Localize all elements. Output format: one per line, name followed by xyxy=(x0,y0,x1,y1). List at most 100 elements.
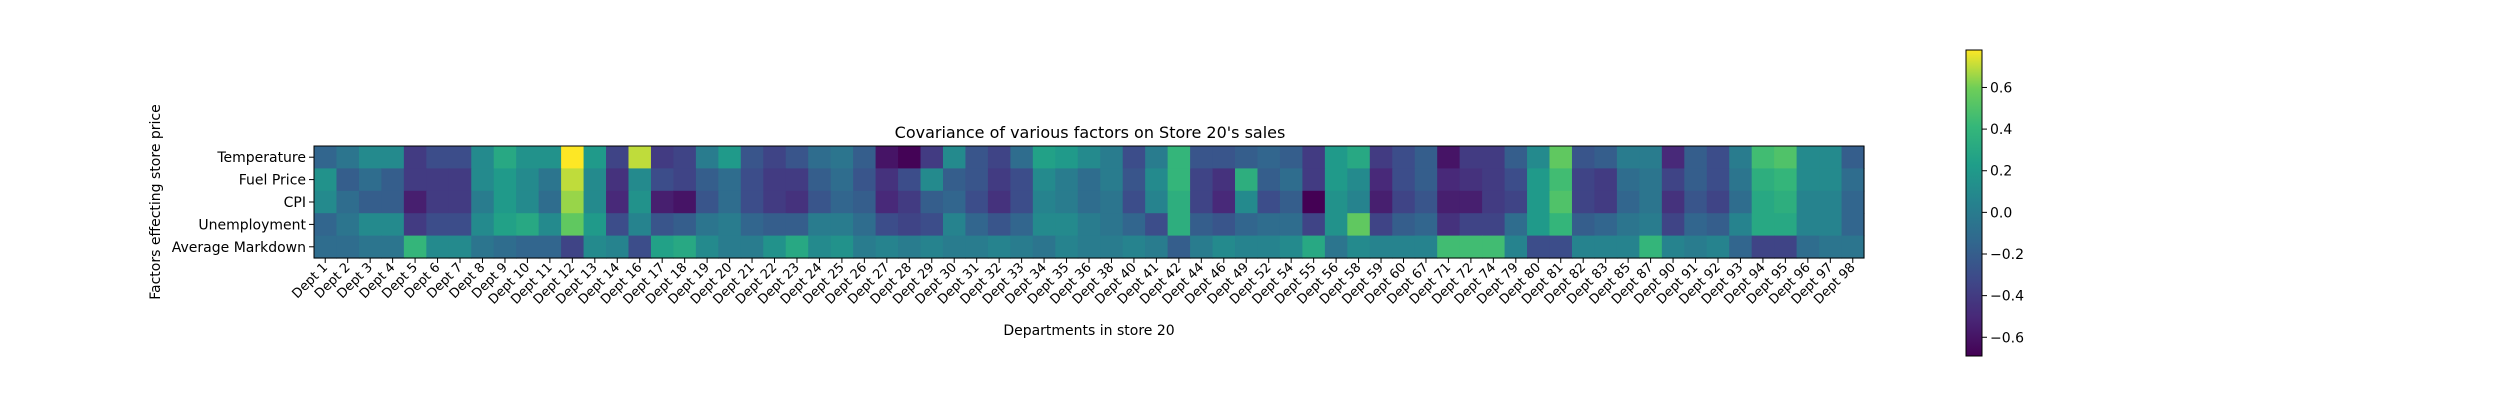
chart-title: Covariance of various factors on Store 2… xyxy=(895,123,1286,142)
heatmap-cell xyxy=(471,235,495,259)
heatmap-cell xyxy=(1661,213,1685,237)
heatmap-cell xyxy=(1571,190,1596,214)
heatmap-cell xyxy=(740,235,764,259)
heatmap-cell xyxy=(965,168,989,192)
heatmap-cell xyxy=(1504,190,1528,214)
heatmap-cell xyxy=(920,146,944,169)
heatmap-cell xyxy=(314,235,338,259)
heatmap-cell xyxy=(830,168,854,192)
heatmap-cell xyxy=(358,168,382,192)
heatmap-cell xyxy=(1077,168,1101,192)
heatmap-cell xyxy=(1324,213,1348,237)
heatmap-cell xyxy=(785,146,809,169)
heatmap-cell xyxy=(1032,235,1056,259)
heatmap-cell xyxy=(1145,213,1169,237)
heatmap-cell xyxy=(1437,213,1461,237)
heatmap-cell xyxy=(606,235,630,259)
heatmap-cell xyxy=(448,213,472,237)
heatmap-cell xyxy=(965,190,989,214)
heatmap-cell xyxy=(853,168,877,192)
heatmap-cell xyxy=(1549,190,1573,214)
heatmap-cell xyxy=(1571,168,1596,192)
colorbar-tick-label: 0.6 xyxy=(1990,80,2012,96)
heatmap-cell xyxy=(1279,190,1303,214)
heatmap-cell xyxy=(1055,190,1079,214)
heatmap-cell xyxy=(1504,168,1528,192)
heatmap-cell xyxy=(538,168,562,192)
heatmap-cell xyxy=(808,146,832,169)
heatmap-cell xyxy=(1122,235,1146,259)
heatmap-cell xyxy=(898,190,922,214)
heatmap-cell xyxy=(516,190,540,214)
heatmap-cell xyxy=(1369,235,1393,259)
heatmap-cell xyxy=(1504,213,1528,237)
heatmap-cell xyxy=(1459,168,1483,192)
colorbar-tick-label: −0.2 xyxy=(1990,247,2024,263)
heatmap-cell xyxy=(1167,168,1191,192)
heatmap-cell xyxy=(1279,168,1303,192)
heatmap-cell xyxy=(673,146,697,169)
heatmap-cell xyxy=(426,168,450,192)
heatmap-cell xyxy=(1145,235,1169,259)
heatmap-cell xyxy=(358,213,382,237)
heatmap-cell xyxy=(1729,213,1753,237)
heatmap-cell xyxy=(1032,168,1056,192)
heatmap-cell xyxy=(1616,168,1640,192)
heatmap-cell xyxy=(561,168,585,192)
heatmap-cell xyxy=(1257,168,1281,192)
heatmap-cell xyxy=(358,190,382,214)
heatmap-cell xyxy=(1324,146,1348,169)
heatmap-cell xyxy=(1661,168,1685,192)
heatmap-cell xyxy=(1100,146,1124,169)
heatmap-cell xyxy=(1751,168,1775,192)
heatmap-cell xyxy=(1235,146,1259,169)
heatmap-cell xyxy=(1616,235,1640,259)
heatmap-cell xyxy=(1392,235,1416,259)
heatmap-cell xyxy=(987,235,1011,259)
heatmap-cell xyxy=(1077,190,1101,214)
heatmap-cell xyxy=(1437,146,1461,169)
heatmap-cell xyxy=(830,190,854,214)
heatmap-cell xyxy=(1212,168,1236,192)
heatmap-cell xyxy=(381,168,405,192)
heatmap-cell xyxy=(1751,190,1775,214)
heatmap-cell xyxy=(1347,146,1371,169)
heatmap-cell xyxy=(471,146,495,169)
heatmap-cell xyxy=(403,213,427,237)
heatmap-cell xyxy=(808,235,832,259)
heatmap-cell xyxy=(426,146,450,169)
heatmap-cell xyxy=(471,190,495,214)
heatmap-cell xyxy=(1167,190,1191,214)
heatmap-cell xyxy=(1077,235,1101,259)
heatmap-cell xyxy=(1706,146,1730,169)
heatmap-cell xyxy=(1167,146,1191,169)
heatmap-cell xyxy=(1235,168,1259,192)
heatmap-cell xyxy=(920,190,944,214)
heatmap-cell xyxy=(538,235,562,259)
heatmap-cell xyxy=(471,213,495,237)
heatmap-cell xyxy=(493,168,517,192)
heatmap-cell xyxy=(1796,190,1820,214)
heatmap-cell xyxy=(1302,235,1326,259)
heatmap-cell xyxy=(1032,146,1056,169)
heatmap-cell xyxy=(1841,168,1865,192)
heatmap-cell xyxy=(987,213,1011,237)
heatmap-cell xyxy=(965,213,989,237)
heatmap-cell xyxy=(538,190,562,214)
heatmap-cell xyxy=(898,146,922,169)
heatmap-cell xyxy=(1257,190,1281,214)
heatmap-cell xyxy=(830,146,854,169)
heatmap-cell xyxy=(426,213,450,237)
heatmap-cell xyxy=(1190,146,1214,169)
heatmap-cell xyxy=(650,235,675,259)
heatmap-cell xyxy=(875,190,899,214)
heatmap-cell xyxy=(1594,235,1618,259)
heatmap-cell xyxy=(1032,190,1056,214)
heatmap-cell xyxy=(808,190,832,214)
heatmap-cell xyxy=(1841,235,1865,259)
heatmap-cell xyxy=(1122,168,1146,192)
heatmap-cell xyxy=(1819,190,1843,214)
heatmap-cell xyxy=(516,146,540,169)
heatmap-cell xyxy=(314,168,338,192)
